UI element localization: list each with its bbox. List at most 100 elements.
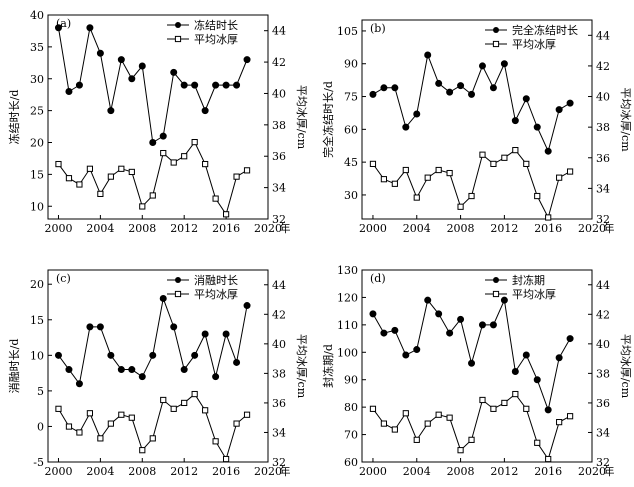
data-point — [107, 173, 114, 180]
data-point — [489, 84, 497, 92]
data-point — [128, 75, 136, 83]
y2-tick-label: 32 — [596, 213, 610, 226]
data-point — [424, 174, 431, 181]
data-point — [159, 294, 167, 302]
x-tick-label: 2020 — [578, 222, 606, 235]
data-point — [181, 153, 188, 160]
data-point — [522, 95, 530, 103]
legend-label: 平均冰厚 — [512, 38, 556, 51]
data-point — [380, 84, 388, 92]
y-axis-title: 完全冻结时长/d — [321, 81, 335, 158]
y2-tick-label: 44 — [272, 279, 286, 292]
x-unit-label: 年 — [604, 221, 615, 235]
series-line-2 — [58, 393, 248, 461]
data-point — [76, 429, 83, 436]
data-point — [534, 192, 541, 200]
data-point — [468, 359, 476, 367]
data-point — [65, 366, 73, 374]
data-point — [369, 310, 377, 318]
y-axis-title: 消融时长/d — [7, 339, 21, 394]
data-point — [128, 366, 136, 374]
panel-tag: (c) — [56, 272, 71, 285]
data-point — [139, 447, 146, 454]
y-tick-label: 70 — [344, 429, 358, 442]
data-point — [128, 168, 135, 176]
x-unit-label: 年 — [604, 464, 615, 478]
y-tick-label: 90 — [344, 374, 358, 387]
data-point — [96, 49, 104, 57]
y2-tick-label: 36 — [596, 397, 610, 410]
data-point — [222, 211, 230, 218]
data-point — [55, 160, 62, 168]
y2-tick-label: 40 — [272, 338, 286, 351]
y2-axis-title: 平均冰厚/cm — [619, 334, 632, 399]
data-point — [191, 139, 198, 146]
y2-tick-label: 34 — [596, 426, 610, 439]
data-point — [86, 323, 94, 331]
data-point — [512, 147, 519, 154]
data-point — [243, 302, 251, 310]
data-point — [435, 166, 442, 174]
data-point — [566, 335, 574, 343]
data-point — [545, 455, 552, 463]
data-point — [201, 107, 209, 115]
data-point — [545, 214, 552, 221]
data-point — [402, 351, 410, 359]
x-tick-label: 2012 — [170, 222, 198, 235]
legend-label: 冻结时长 — [194, 18, 238, 32]
data-point — [391, 180, 398, 187]
legend-label: 封冻期 — [512, 273, 545, 287]
legend-marker — [492, 290, 500, 298]
data-point — [435, 310, 443, 318]
y2-tick-label: 32 — [272, 213, 286, 226]
data-point — [233, 420, 240, 427]
data-point — [479, 396, 486, 404]
data-point — [380, 176, 388, 183]
data-point — [468, 436, 475, 443]
x-tick-label: 2004 — [86, 222, 114, 235]
panel-tag: (d) — [370, 272, 386, 285]
data-point — [511, 367, 519, 375]
data-point — [65, 175, 73, 182]
x-unit-label: 年 — [280, 464, 291, 478]
y2-tick-label: 32 — [272, 456, 286, 469]
x-tick-label: 2000 — [44, 222, 72, 235]
x-tick-label: 2016 — [212, 222, 240, 235]
data-point — [446, 88, 454, 96]
data-point — [391, 84, 399, 92]
data-point — [533, 123, 541, 131]
data-point — [413, 194, 420, 201]
data-point — [468, 192, 475, 200]
series-line-1 — [372, 53, 571, 153]
data-point — [160, 149, 167, 157]
data-point — [170, 159, 177, 166]
y-tick-label: 35 — [30, 41, 44, 54]
data-point — [500, 60, 508, 68]
data-point — [501, 154, 508, 161]
data-point — [380, 329, 388, 337]
data-point — [222, 455, 230, 463]
y-tick-label: 60 — [344, 123, 358, 136]
data-point — [501, 399, 508, 407]
legend-marker — [175, 22, 181, 28]
data-point — [181, 399, 188, 407]
data-point — [369, 160, 377, 167]
x-tick-label: 2020 — [254, 465, 282, 478]
data-point — [413, 346, 421, 354]
series-line-2 — [372, 393, 571, 461]
data-point — [478, 321, 486, 329]
y-tick-label: 120 — [337, 291, 358, 304]
y-tick-label: 90 — [344, 58, 358, 71]
data-point — [54, 24, 62, 32]
data-point — [212, 195, 219, 202]
data-point — [212, 373, 220, 381]
data-point — [413, 110, 421, 118]
data-point — [118, 165, 125, 172]
x-tick-label: 2008 — [447, 465, 475, 478]
y-tick-label: 15 — [30, 168, 44, 181]
data-point — [149, 139, 157, 146]
data-point — [500, 296, 508, 304]
chart-panel-1: (a)2000 2004 2008 2012 2016 2020年101520253035… — [7, 9, 308, 235]
